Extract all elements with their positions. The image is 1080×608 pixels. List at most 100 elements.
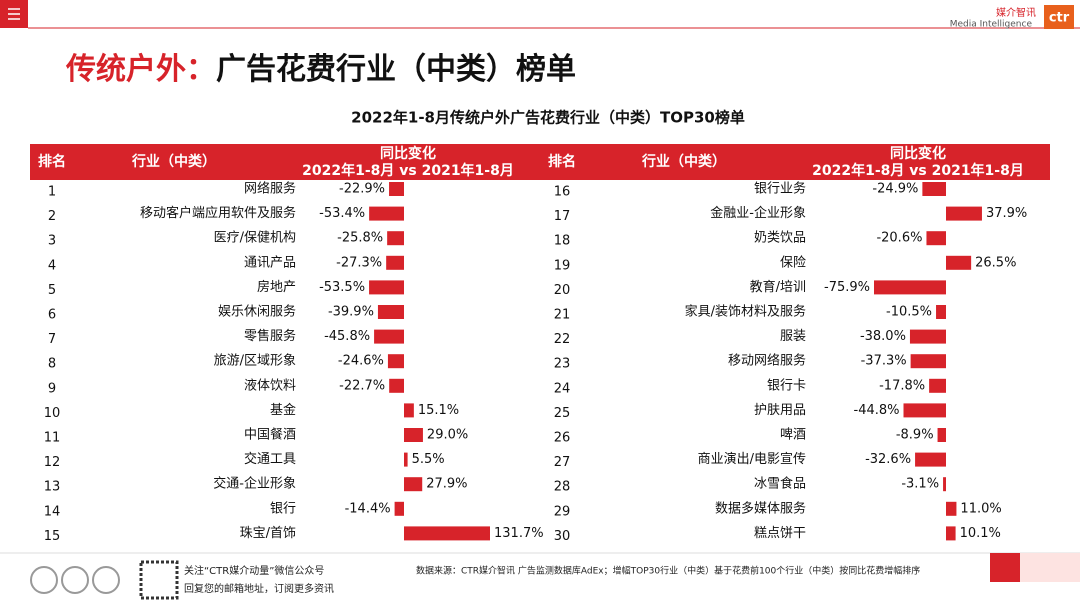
table-rows: 1 网络服务 -22.9% 2 移动客户端应用软件及服务 -53.4% 3 医疗/保健机构 -2…	[44, 181, 1028, 544]
header-texts: 排名 行业（中类） 同比变化 2022年1-8月 vs 2021年1-8月 排名…	[38, 145, 1024, 179]
bar	[377, 305, 404, 319]
value-label: -39.9%	[328, 305, 374, 320]
value-label: -20.6%	[876, 231, 922, 246]
industry: 商业演出/电影宣传	[698, 451, 806, 467]
rank: 20	[554, 283, 571, 298]
rank: 11	[44, 431, 61, 446]
industry: 移动客户端应用软件及服务	[140, 205, 296, 221]
rank: 29	[554, 504, 571, 519]
title-prefix: 传统户外：	[65, 52, 216, 87]
rank: 26	[554, 431, 571, 446]
value-label: 27.9%	[426, 477, 467, 492]
qr-code	[139, 560, 179, 600]
change-header: 同比变化	[380, 145, 436, 162]
menu-icon	[8, 8, 20, 20]
industry: 保险	[780, 255, 806, 270]
value-label: -24.9%	[872, 182, 918, 197]
bar	[387, 354, 404, 369]
slide-title: 传统户外：广告花费行业（中类）榜单	[65, 52, 576, 87]
bar	[926, 231, 946, 246]
value-label: -53.5%	[319, 280, 365, 295]
industry: 护肤用品	[754, 403, 806, 418]
industry: 移动网络服务	[728, 353, 806, 369]
rank: 14	[44, 504, 61, 519]
bar	[386, 255, 404, 270]
value-label: 5.5%	[412, 452, 445, 467]
industry: 网络服务	[244, 181, 296, 197]
bar	[404, 403, 414, 418]
value-label: 15.1%	[418, 403, 459, 418]
industry: 交通工具	[244, 451, 296, 467]
bar	[389, 182, 404, 196]
bar	[389, 378, 404, 393]
change-header: 同比变化	[890, 145, 946, 162]
bar	[394, 501, 404, 516]
value-label: -8.9%	[896, 428, 934, 443]
table-header	[30, 144, 1050, 180]
bar	[404, 452, 408, 467]
industry: 旅游/区域形象	[214, 354, 296, 369]
industry: 家具/装饰材料及服务	[685, 304, 806, 320]
rank: 27	[554, 455, 571, 470]
industry: 交通-企业形象	[213, 476, 296, 492]
rank: 8	[48, 357, 56, 372]
footer-block	[1020, 553, 1080, 582]
bar	[404, 477, 423, 492]
value-label: -75.9%	[824, 280, 870, 295]
bar	[943, 477, 946, 492]
bar	[946, 501, 957, 516]
bar	[903, 403, 946, 418]
value-label: 10.1%	[960, 526, 1001, 541]
change-period: 2022年1-8月 vs 2021年1-8月	[812, 162, 1024, 179]
bar	[937, 428, 946, 442]
rank: 23	[554, 357, 571, 372]
industry: 银行业务	[754, 181, 806, 197]
value-label: -32.6%	[865, 452, 911, 467]
rank: 10	[44, 406, 61, 421]
industry: 娱乐休闲服务	[218, 304, 296, 320]
rank: 9	[48, 381, 56, 396]
value-label: -22.9%	[339, 182, 385, 197]
logo-cn: 媒介智讯	[996, 6, 1036, 19]
rank: 7	[48, 332, 56, 347]
footer-source: 数据来源：CTR媒介智讯 广告监测数据库AdEx；增幅TOP30行业（中类）基于…	[416, 565, 920, 577]
value-label: -17.8%	[879, 378, 925, 393]
value-label: -38.0%	[860, 329, 906, 344]
industry-header: 行业（中类）	[641, 153, 726, 170]
value-label: -3.1%	[901, 477, 939, 492]
cert-icons	[30, 566, 120, 594]
rank: 18	[554, 234, 571, 249]
rank: 17	[554, 209, 571, 224]
industry: 房地产	[257, 279, 296, 295]
bar	[946, 255, 972, 270]
rank: 12	[44, 455, 61, 470]
bar	[874, 280, 946, 295]
value-label: -44.8%	[854, 403, 900, 418]
industry: 银行	[270, 501, 296, 516]
table-caption: 2022年1-8月传统户外广告花费行业（中类）TOP30榜单	[351, 109, 745, 127]
rank: 21	[554, 308, 571, 323]
rank: 22	[554, 332, 571, 347]
rank: 25	[554, 406, 571, 421]
bar	[936, 305, 946, 319]
bar	[946, 206, 982, 221]
industry: 零售服务	[244, 328, 296, 344]
bar	[404, 526, 490, 541]
bar	[387, 231, 404, 246]
rank: 28	[554, 480, 571, 495]
rank: 6	[48, 308, 56, 323]
industry: 糕点饼干	[754, 526, 806, 541]
footer-follow: 关注“CTR媒介动量”微信公众号	[184, 564, 324, 577]
bar	[369, 206, 404, 221]
industry: 奶类饮品	[754, 231, 806, 246]
industry: 数据多媒体服务	[715, 500, 806, 516]
bar	[909, 329, 946, 344]
industry: 教育/培训	[750, 279, 806, 295]
bar	[922, 182, 946, 196]
bar	[915, 452, 946, 467]
rank-header: 排名	[38, 153, 66, 170]
industry: 珠宝/首饰	[240, 526, 296, 541]
value-label: 29.0%	[427, 428, 468, 443]
title-main: 广告花费行业（中类）榜单	[216, 52, 576, 87]
value-label: -24.6%	[338, 354, 384, 369]
